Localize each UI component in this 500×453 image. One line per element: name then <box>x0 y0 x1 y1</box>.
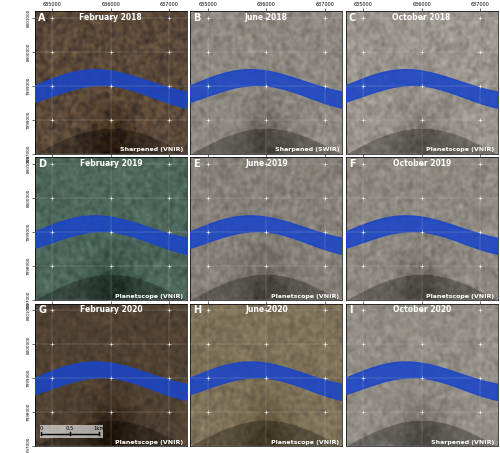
Text: D: D <box>38 159 46 169</box>
Polygon shape <box>190 362 342 400</box>
Polygon shape <box>346 216 498 254</box>
Text: Planetscope (VNIR): Planetscope (VNIR) <box>116 294 184 299</box>
Text: February 2018: February 2018 <box>80 13 142 22</box>
Text: June 2019: June 2019 <box>245 159 288 168</box>
Text: October 2020: October 2020 <box>392 305 451 314</box>
Polygon shape <box>190 70 342 108</box>
Text: Planetscope (VNIR): Planetscope (VNIR) <box>116 440 184 445</box>
Text: Sharpened (SWIR): Sharpened (SWIR) <box>274 148 339 153</box>
Text: 0: 0 <box>40 426 43 431</box>
Text: 0.5: 0.5 <box>66 426 74 431</box>
Text: February 2020: February 2020 <box>80 305 142 314</box>
Polygon shape <box>190 216 342 254</box>
Text: E: E <box>194 159 200 169</box>
Text: October 2019: October 2019 <box>392 159 451 168</box>
Text: Planetscope (VNIR): Planetscope (VNIR) <box>271 294 339 299</box>
Text: February 2019: February 2019 <box>80 159 142 168</box>
Text: October 2018: October 2018 <box>392 13 451 22</box>
Text: A: A <box>38 13 46 23</box>
Text: 1km: 1km <box>94 426 106 431</box>
Polygon shape <box>35 362 186 400</box>
Polygon shape <box>35 70 186 108</box>
Text: H: H <box>194 305 202 315</box>
Text: B: B <box>194 13 201 23</box>
Text: June 2020: June 2020 <box>245 305 288 314</box>
Polygon shape <box>35 216 186 254</box>
Text: Planetscope (VNIR): Planetscope (VNIR) <box>271 440 339 445</box>
Text: I: I <box>349 305 352 315</box>
Polygon shape <box>346 362 498 400</box>
Text: F: F <box>349 159 356 169</box>
Bar <box>40 425 103 438</box>
Text: Sharpened (VNIR): Sharpened (VNIR) <box>431 440 494 445</box>
Text: June 2018: June 2018 <box>245 13 288 22</box>
Text: C: C <box>349 13 356 23</box>
Text: Planetscope (VNIR): Planetscope (VNIR) <box>426 294 494 299</box>
Text: Sharpened (VNIR): Sharpened (VNIR) <box>120 148 184 153</box>
Text: G: G <box>38 305 46 315</box>
Polygon shape <box>346 70 498 108</box>
Text: Planetscope (VNIR): Planetscope (VNIR) <box>426 148 494 153</box>
